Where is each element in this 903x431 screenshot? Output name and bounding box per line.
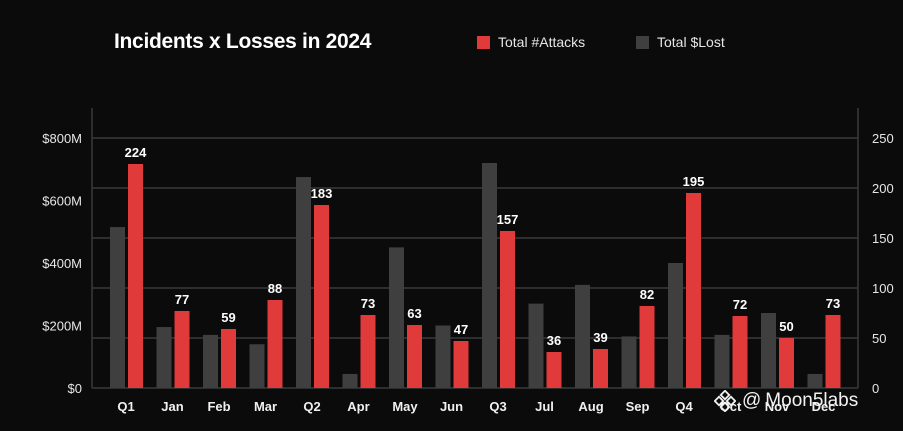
- bar-attacks: [453, 341, 469, 388]
- data-label-attacks: 59: [221, 310, 235, 325]
- left-axis-tick-label: $600M: [42, 194, 82, 209]
- bar-lost: [807, 373, 823, 388]
- bar-lost: [575, 284, 590, 388]
- data-label-attacks: 77: [175, 292, 189, 307]
- left-axis-tick-label: $800M: [42, 131, 82, 146]
- bar-attacks: [779, 338, 794, 388]
- x-axis-tick-label: Apr: [347, 399, 369, 414]
- x-axis-tick-label: Sep: [626, 399, 650, 414]
- bar-lost: [668, 263, 683, 388]
- x-axis-tick-label: Dec: [812, 399, 836, 414]
- bar-lost: [203, 334, 218, 388]
- data-label-attacks: 39: [593, 330, 607, 345]
- bar-attacks: [360, 315, 376, 388]
- x-axis-tick-label: Feb: [207, 399, 230, 414]
- x-axis-tick-label: Q2: [303, 399, 320, 414]
- x-axis-tick-label: Jun: [440, 399, 463, 414]
- legend-item-attacks: Total #Attacks: [477, 34, 585, 50]
- bar-attacks: [825, 315, 841, 388]
- bar-attacks: [686, 193, 701, 388]
- right-axis-tick-label: 200: [872, 181, 894, 196]
- data-label-attacks: 157: [497, 212, 519, 227]
- bar-lost: [482, 163, 497, 388]
- bar-lost: [621, 336, 637, 388]
- bar-attacks: [639, 306, 655, 388]
- x-axis-tick-label: Nov: [765, 399, 790, 414]
- data-label-attacks: 73: [826, 296, 840, 311]
- x-axis-tick-label: Q1: [117, 399, 134, 414]
- right-axis-tick-label: 50: [872, 331, 886, 346]
- bar-attacks: [732, 316, 748, 388]
- left-axis-tick-label: $0: [68, 381, 82, 396]
- right-axis-tick-label: 250: [872, 131, 894, 146]
- binance-logo-icon: [714, 390, 736, 412]
- left-axis-tick-label: $400M: [42, 256, 82, 271]
- watermark-text: Moon5labs: [765, 390, 859, 411]
- bar-attacks: [593, 349, 608, 388]
- legend-label-lost: Total $Lost: [657, 34, 725, 50]
- right-axis-tick-label: 150: [872, 231, 894, 246]
- bar-lost: [110, 227, 125, 388]
- x-axis-tick-label: Mar: [254, 399, 277, 414]
- left-axis-tick-label: $200M: [42, 319, 82, 334]
- chart-title: Incidents x Losses in 2024: [114, 30, 372, 53]
- x-axis-tick-label: Q3: [489, 399, 506, 414]
- right-axis-tick-label: 100: [872, 281, 894, 296]
- legend-swatch-attacks: [477, 35, 490, 49]
- bar-attacks: [314, 205, 329, 388]
- bar-lost: [528, 303, 544, 388]
- data-labels: 224 77 59 88 183 73 63 47 157 36 39 82 195 72 50 73: [125, 145, 841, 348]
- bar-lost: [156, 327, 172, 388]
- bar-lost: [714, 334, 730, 388]
- bar-lost: [249, 344, 265, 388]
- bar-attacks: [128, 164, 143, 388]
- data-label-attacks: 224: [125, 145, 147, 160]
- x-axis-tick-label: Aug: [578, 399, 603, 414]
- legend-swatch-lost: [636, 35, 649, 49]
- bar-lost: [435, 325, 451, 388]
- watermark: @ Moon5labs: [714, 390, 858, 412]
- data-label-attacks: 73: [361, 296, 375, 311]
- data-label-attacks: 50: [779, 319, 793, 334]
- bar-attacks: [267, 300, 283, 388]
- bars: [110, 163, 841, 388]
- data-label-attacks: 36: [547, 333, 561, 348]
- x-axis-tick-label: May: [392, 399, 418, 414]
- bar-lost: [761, 313, 776, 388]
- data-label-attacks: 195: [683, 174, 705, 189]
- bar-attacks: [500, 231, 515, 388]
- data-label-attacks: 88: [268, 281, 282, 296]
- x-axis-tick-label: Jul: [535, 399, 554, 414]
- legend-item-lost: Total $Lost: [636, 34, 725, 50]
- bar-attacks: [407, 325, 422, 388]
- bar-lost: [342, 373, 358, 388]
- bar-attacks: [221, 329, 236, 388]
- right-axis-tick-label: 0: [872, 381, 879, 396]
- data-label-attacks: 72: [733, 297, 747, 312]
- data-label-attacks: 82: [640, 287, 654, 302]
- bar-attacks: [546, 352, 562, 388]
- bar-attacks: [174, 311, 190, 388]
- bar-lost: [389, 247, 404, 388]
- grid-lines: [91, 108, 859, 389]
- legend-label-attacks: Total #Attacks: [498, 34, 586, 50]
- data-label-attacks: 183: [311, 186, 333, 201]
- x-axis-tick-label: Jan: [161, 399, 183, 414]
- data-label-attacks: 63: [407, 306, 421, 321]
- bar-lost: [296, 177, 311, 388]
- x-axis-tick-label: Q4: [675, 399, 693, 414]
- data-label-attacks: 47: [454, 322, 468, 337]
